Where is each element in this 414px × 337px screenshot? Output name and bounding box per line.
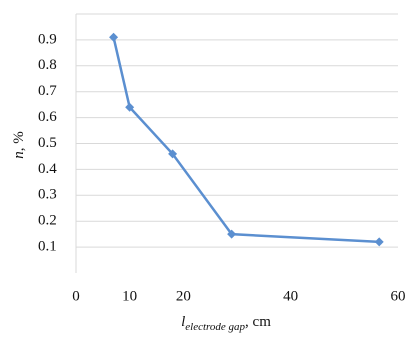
y-tick-label: 0.3 bbox=[38, 187, 57, 203]
data-marker bbox=[109, 32, 119, 42]
y-tick-label: 0.6 bbox=[38, 109, 57, 125]
data-marker bbox=[227, 229, 237, 239]
y-axis-label: n, % bbox=[11, 131, 27, 159]
x-label-unit: , cm bbox=[245, 314, 271, 330]
y-tick-label: 0.1 bbox=[38, 239, 57, 255]
x-tick-label: 20 bbox=[176, 288, 191, 304]
data-line bbox=[112, 37, 380, 244]
y-label-unit: , % bbox=[11, 131, 27, 151]
y-tick-label: 0.9 bbox=[38, 31, 57, 47]
y-tick-label: 0.8 bbox=[38, 57, 57, 73]
data-marker bbox=[125, 102, 135, 112]
y-tick-label: 0.5 bbox=[38, 135, 57, 151]
x-axis-label: lelectrode gap, cm bbox=[181, 314, 271, 332]
data-marker bbox=[168, 149, 178, 159]
y-tick-label: 0.4 bbox=[38, 161, 57, 177]
y-label-symbol: n bbox=[11, 151, 27, 159]
x-label-subscript: electrode gap bbox=[185, 321, 245, 333]
x-tick-label: 10 bbox=[122, 288, 137, 304]
x-label-symbol: l bbox=[181, 314, 185, 330]
x-tick-label: 0 bbox=[72, 288, 80, 304]
x-tick-label: 40 bbox=[283, 288, 298, 304]
y-tick-label: 0.2 bbox=[38, 213, 57, 229]
x-tick-label: 60 bbox=[391, 288, 406, 304]
data-marker bbox=[374, 237, 384, 247]
y-tick-label: 0.7 bbox=[38, 83, 57, 99]
